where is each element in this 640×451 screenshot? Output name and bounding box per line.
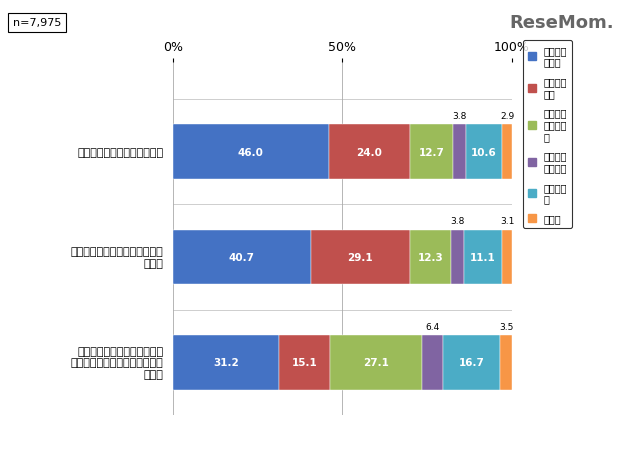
Bar (500, 335, 512, 390)
Bar (173, 335, 278, 390)
Bar (502, 125, 512, 179)
Text: 3.1: 3.1 (500, 217, 515, 226)
Bar (410, 230, 451, 285)
Text: 27.1: 27.1 (363, 358, 388, 368)
Text: 12.3: 12.3 (417, 253, 444, 262)
Text: 6.4: 6.4 (426, 322, 440, 331)
Bar (311, 230, 410, 285)
Text: 3.8: 3.8 (451, 217, 465, 226)
Text: 15.1: 15.1 (291, 358, 317, 368)
Bar (173, 230, 311, 285)
Text: 就職活動に混乱が生じている: 就職活動に混乱が生じている (77, 147, 163, 157)
Text: 12.7: 12.7 (419, 147, 445, 157)
Bar (173, 125, 329, 179)
Text: 3.5: 3.5 (499, 322, 513, 331)
Bar (502, 230, 513, 285)
Text: 46.0: 46.0 (238, 147, 264, 157)
Text: 10.6: 10.6 (471, 147, 497, 157)
Text: 29.1: 29.1 (348, 253, 373, 262)
Text: 40.7: 40.7 (229, 253, 255, 262)
Bar (464, 230, 502, 285)
Bar (278, 335, 330, 390)
Bar (330, 335, 422, 390)
Bar (451, 230, 464, 285)
Text: 卒業論文・修士論文、卒業研
究・修了研究を阷害する影響が
増えた: 卒業論文・修士論文、卒業研 究・修了研究を阷害する影響が 増えた (70, 346, 163, 379)
Bar (329, 125, 410, 179)
Text: 16.7: 16.7 (459, 358, 484, 368)
Bar (466, 125, 502, 179)
Text: 早々に就職活動を終了する学生
がいる: 早々に就職活動を終了する学生 がいる (70, 247, 163, 268)
Bar (410, 125, 453, 179)
Text: 3.8: 3.8 (452, 112, 467, 121)
Text: 2.9: 2.9 (500, 112, 514, 121)
Text: 11.1: 11.1 (470, 253, 496, 262)
Text: ReseMom.: ReseMom. (510, 14, 614, 32)
Text: 24.0: 24.0 (356, 147, 383, 157)
Text: 31.2: 31.2 (213, 358, 239, 368)
Bar (444, 335, 500, 390)
Bar (453, 125, 466, 179)
Legend: 大いにそ
う思う, 大体そう
思う, あまりそ
う思わな
い, 全くそう
思わない, わからな
い, 無回答: 大いにそ う思う, 大体そう 思う, あまりそ う思わな い, 全くそう 思わな… (524, 41, 572, 229)
Text: n=7,975: n=7,975 (13, 18, 61, 28)
Bar (422, 335, 444, 390)
